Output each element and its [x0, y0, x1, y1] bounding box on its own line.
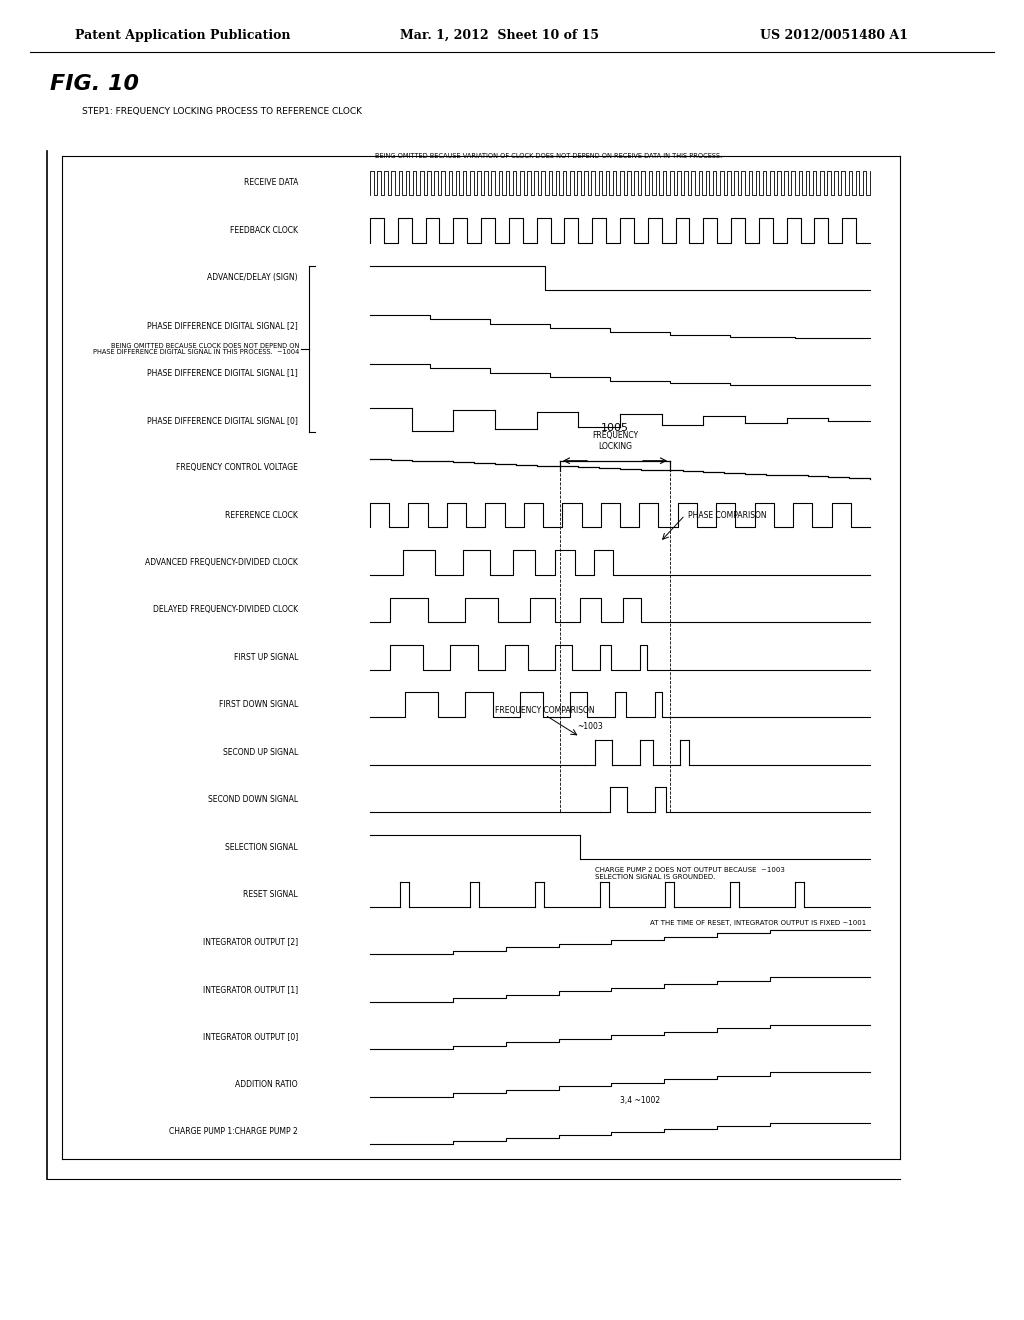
Text: INTEGRATOR OUTPUT [1]: INTEGRATOR OUTPUT [1]: [203, 985, 298, 994]
Text: PHASE DIFFERENCE DIGITAL SIGNAL [1]: PHASE DIFFERENCE DIGITAL SIGNAL [1]: [147, 368, 298, 378]
Text: SELECTION SIGNAL: SELECTION SIGNAL: [225, 842, 298, 851]
Text: PHASE COMPARISON: PHASE COMPARISON: [688, 511, 767, 520]
Text: INTEGRATOR OUTPUT [2]: INTEGRATOR OUTPUT [2]: [203, 937, 298, 946]
Text: REFERENCE CLOCK: REFERENCE CLOCK: [225, 511, 298, 520]
Text: ~1003: ~1003: [578, 722, 603, 731]
Text: PHASE DIFFERENCE DIGITAL SIGNAL [2]: PHASE DIFFERENCE DIGITAL SIGNAL [2]: [147, 321, 298, 330]
Text: 1005: 1005: [601, 422, 629, 433]
Text: PHASE DIFFERENCE DIGITAL SIGNAL [0]: PHASE DIFFERENCE DIGITAL SIGNAL [0]: [147, 416, 298, 425]
Text: CHARGE PUMP 1:CHARGE PUMP 2: CHARGE PUMP 1:CHARGE PUMP 2: [169, 1127, 298, 1137]
Text: ADDITION RATIO: ADDITION RATIO: [236, 1080, 298, 1089]
Text: ADVANCE/DELAY (SIGN): ADVANCE/DELAY (SIGN): [208, 273, 298, 282]
Text: FIRST DOWN SIGNAL: FIRST DOWN SIGNAL: [219, 701, 298, 709]
Text: FIG. 10: FIG. 10: [50, 74, 139, 94]
Text: RESET SIGNAL: RESET SIGNAL: [244, 890, 298, 899]
Text: AT THE TIME OF RESET, INTEGRATOR OUTPUT IS FIXED ~1001: AT THE TIME OF RESET, INTEGRATOR OUTPUT …: [650, 920, 866, 927]
Text: 3,4 ~1002: 3,4 ~1002: [620, 1097, 660, 1105]
Text: FREQUENCY CONTROL VOLTAGE: FREQUENCY CONTROL VOLTAGE: [176, 463, 298, 473]
Text: BEING OMITTED BECAUSE CLOCK DOES NOT DEPEND ON
PHASE DIFFERENCE DIGITAL SIGNAL I: BEING OMITTED BECAUSE CLOCK DOES NOT DEP…: [92, 342, 299, 355]
Text: ADVANCED FREQUENCY-DIVIDED CLOCK: ADVANCED FREQUENCY-DIVIDED CLOCK: [145, 558, 298, 568]
Text: STEP1: FREQUENCY LOCKING PROCESS TO REFERENCE CLOCK: STEP1: FREQUENCY LOCKING PROCESS TO REFE…: [82, 107, 362, 116]
Text: Patent Application Publication: Patent Application Publication: [75, 29, 291, 41]
Text: FREQUENCY COMPARISON: FREQUENCY COMPARISON: [495, 706, 595, 715]
Text: RECEIVE DATA: RECEIVE DATA: [244, 178, 298, 187]
Text: Mar. 1, 2012  Sheet 10 of 15: Mar. 1, 2012 Sheet 10 of 15: [400, 29, 599, 41]
Text: SECOND DOWN SIGNAL: SECOND DOWN SIGNAL: [208, 795, 298, 804]
Text: BEING OMITTED BECAUSE VARIATION OF CLOCK DOES NOT DEPEND ON RECEIVE DATA IN THIS: BEING OMITTED BECAUSE VARIATION OF CLOCK…: [375, 153, 722, 158]
Text: CHARGE PUMP 2 DOES NOT OUTPUT BECAUSE  ~1003
SELECTION SIGNAL IS GROUNDED.: CHARGE PUMP 2 DOES NOT OUTPUT BECAUSE ~1…: [595, 867, 784, 880]
Text: SECOND UP SIGNAL: SECOND UP SIGNAL: [223, 747, 298, 756]
Text: US 2012/0051480 A1: US 2012/0051480 A1: [760, 29, 908, 41]
Text: FREQUENCY
LOCKING: FREQUENCY LOCKING: [592, 432, 638, 450]
Text: FEEDBACK CLOCK: FEEDBACK CLOCK: [230, 226, 298, 235]
Text: INTEGRATOR OUTPUT [0]: INTEGRATOR OUTPUT [0]: [203, 1032, 298, 1041]
Text: DELAYED FREQUENCY-DIVIDED CLOCK: DELAYED FREQUENCY-DIVIDED CLOCK: [153, 606, 298, 614]
Text: FIRST UP SIGNAL: FIRST UP SIGNAL: [233, 653, 298, 661]
